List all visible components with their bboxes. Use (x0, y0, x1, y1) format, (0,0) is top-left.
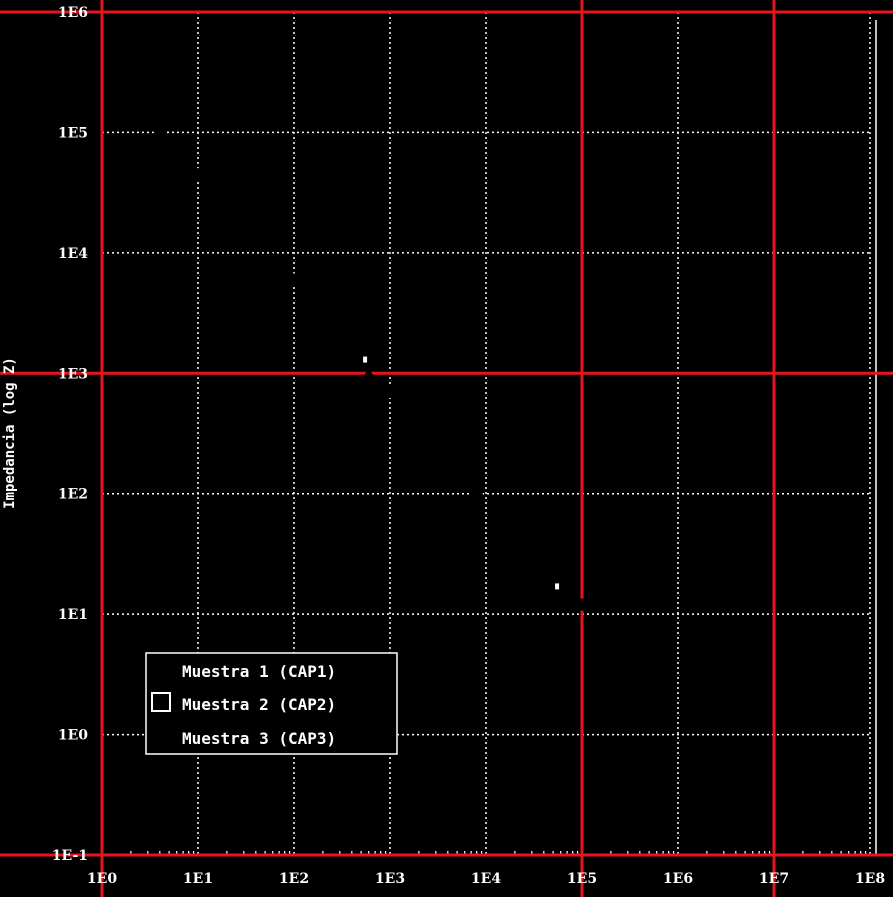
data-point-series-1 (532, 560, 545, 573)
legend-label-1: Muestra 1 (CAP1) (182, 662, 336, 681)
x-tick-label: 1E7 (759, 871, 789, 887)
legend-label-2: Muestra 2 (CAP2) (182, 695, 336, 714)
data-point-series-2 (363, 356, 368, 363)
data-points (153, 126, 752, 731)
legend-label-3: Muestra 3 (CAP3) (182, 729, 336, 748)
data-point-series-1 (436, 451, 449, 464)
y-tick-label: 1E5 (58, 125, 88, 141)
x-tick-label: 1E6 (663, 871, 693, 887)
legend: Muestra 1 (CAP1) Muestra 2 (CAP2) Muestr… (145, 652, 398, 755)
legend-item-2: Muestra 2 (CAP2) (151, 692, 336, 714)
legend-item-1: Muestra 1 (CAP1) (152, 661, 336, 681)
y-axis-label: Impedancia (log Z) (2, 357, 18, 509)
data-point-series-1 (177, 153, 190, 166)
y-tick-label: 1E3 (58, 366, 88, 382)
y-tick-labels: 1E-1 1E0 1E1 1E2 1E3 1E4 1E5 1E6 (52, 5, 88, 864)
data-point-series-3 (362, 367, 375, 379)
legend-marker-1 (152, 661, 170, 679)
data-point-series-1 (326, 319, 339, 332)
x-tick-labels: 1E0 1E1 1E2 1E3 1E4 1E5 1E6 1E7 1E8 (87, 871, 885, 887)
data-point-series-1 (700, 692, 713, 705)
data-point-series-3 (458, 473, 471, 485)
x-tick-label: 1E5 (567, 871, 597, 887)
legend-marker-2 (151, 692, 171, 712)
data-point-series-2 (555, 583, 560, 590)
data-point-series-3 (554, 598, 567, 610)
data-point-series-1 (387, 385, 400, 398)
data-point-series-3 (266, 252, 279, 264)
data-point-series-1 (254, 237, 267, 250)
data-point-series-1 (412, 422, 425, 435)
y-tick-label: 1E1 (58, 607, 88, 623)
x-tick-label: 1E8 (855, 871, 885, 887)
data-point-series-1 (345, 346, 358, 359)
data-point-series-1 (571, 598, 584, 611)
data-point-series-1 (153, 126, 166, 139)
data-point-series-1 (278, 258, 291, 271)
x-tick-label: 1E1 (183, 871, 213, 887)
x-tick-label: 1E0 (87, 871, 117, 887)
legend-marker-3 (152, 728, 170, 745)
y-tick-label: 1E4 (58, 246, 88, 262)
data-point-series-1 (487, 514, 500, 527)
data-point-series-1 (739, 707, 752, 720)
legend-box (145, 652, 398, 755)
data-point-series-3 (170, 138, 183, 150)
data-point-series-1 (192, 168, 204, 181)
data-point-series-1 (470, 487, 483, 500)
data-point-series-3 (717, 719, 730, 731)
y-tick-label: 1E2 (58, 487, 88, 503)
y-tick-label: 1E-1 (52, 848, 88, 864)
x-tick-label: 1E3 (375, 871, 405, 887)
x-tick-label: 1E2 (279, 871, 309, 887)
y-tick-label: 1E0 (58, 728, 88, 744)
legend-item-3: Muestra 3 (CAP3) (152, 728, 336, 748)
x-tick-label: 1E4 (471, 871, 501, 887)
y-tick-label: 1E6 (58, 5, 88, 21)
data-point-series-1 (288, 273, 300, 286)
data-point-series-1 (224, 216, 237, 229)
